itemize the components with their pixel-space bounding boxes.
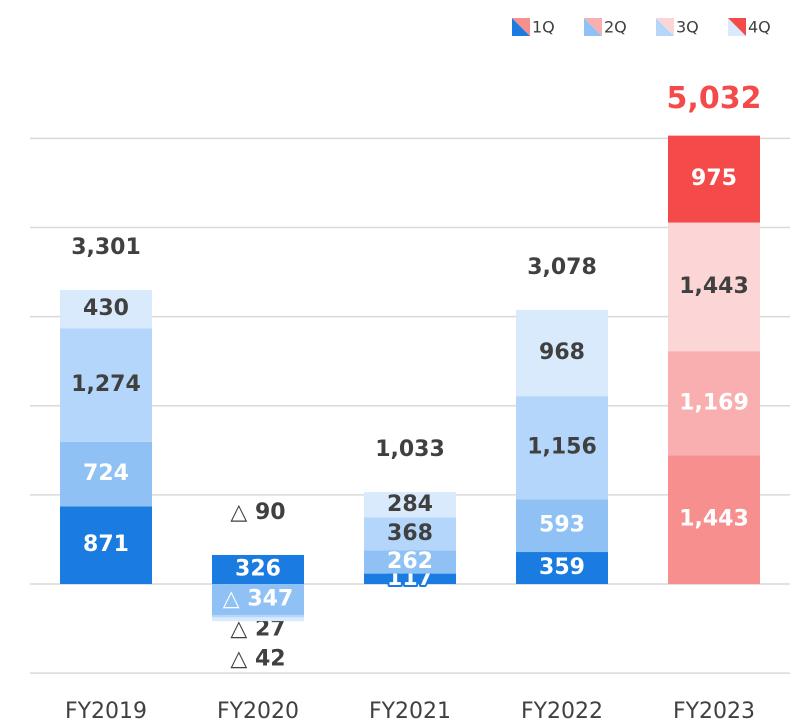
- bar-segment: [668, 222, 760, 352]
- value-label: 326: [235, 556, 281, 581]
- bar-segment: [212, 554, 304, 585]
- bar-segment: [516, 499, 608, 553]
- bar-segment: [60, 289, 152, 329]
- bar-segment: [668, 135, 760, 223]
- bar-segment: [60, 506, 152, 585]
- legend-label: 1Q: [532, 18, 555, 37]
- bar-segment: [60, 328, 152, 442]
- value-label: 1,443: [679, 507, 749, 532]
- value-label: 430: [83, 296, 129, 321]
- legend-swatch: [512, 18, 530, 36]
- value-label: 968: [539, 340, 585, 365]
- value-label: 1,443: [679, 274, 749, 299]
- x-tick-label: FY2020: [217, 699, 299, 724]
- bar-segment: [364, 517, 456, 551]
- value-label: 284: [387, 492, 433, 517]
- x-tick-label: FY2019: [65, 699, 147, 724]
- bar-segment: [516, 396, 608, 500]
- value-label: 1,156: [527, 435, 597, 460]
- legend-label: 2Q: [604, 18, 627, 37]
- value-label: 724: [83, 461, 129, 486]
- value-label: 368: [387, 521, 433, 546]
- legend-swatch: [656, 18, 674, 36]
- total-label: △ 90: [230, 500, 285, 525]
- value-label: △ 347: [223, 586, 294, 611]
- value-label: 1,169: [679, 390, 749, 415]
- legend-label: 3Q: [676, 18, 699, 37]
- total-label: 3,301: [71, 235, 141, 260]
- bar-segment: [60, 441, 152, 507]
- total-label: 1,033: [375, 437, 445, 462]
- bar-segment: [668, 455, 760, 585]
- bar-segment: [212, 584, 304, 615]
- x-tick-label: FY2021: [369, 699, 451, 724]
- value-label: △ 42: [230, 646, 285, 671]
- bar-segment: [212, 617, 304, 622]
- value-label: 359: [539, 555, 585, 580]
- value-label: 262: [387, 549, 433, 574]
- bar-segment: [668, 351, 760, 456]
- value-label: 975: [691, 166, 737, 191]
- legend-label: 4Q: [748, 18, 771, 37]
- value-label: 871: [83, 532, 129, 557]
- value-label: 593: [539, 513, 585, 538]
- bar-segment: [364, 492, 456, 518]
- bar-segment: [212, 614, 304, 618]
- bar-segment: [364, 550, 456, 574]
- value-label: 1,274: [71, 372, 141, 397]
- x-tick-label: FY2022: [521, 699, 603, 724]
- bar-segment: [516, 309, 608, 397]
- total-label: 5,032: [667, 81, 762, 116]
- bar-segment: [364, 573, 456, 585]
- legend-swatch: [728, 18, 746, 36]
- total-label: 3,078: [527, 255, 597, 280]
- bar-segment: [516, 552, 608, 585]
- legend-swatch: [584, 18, 602, 36]
- x-tick-label: FY2023: [673, 699, 755, 724]
